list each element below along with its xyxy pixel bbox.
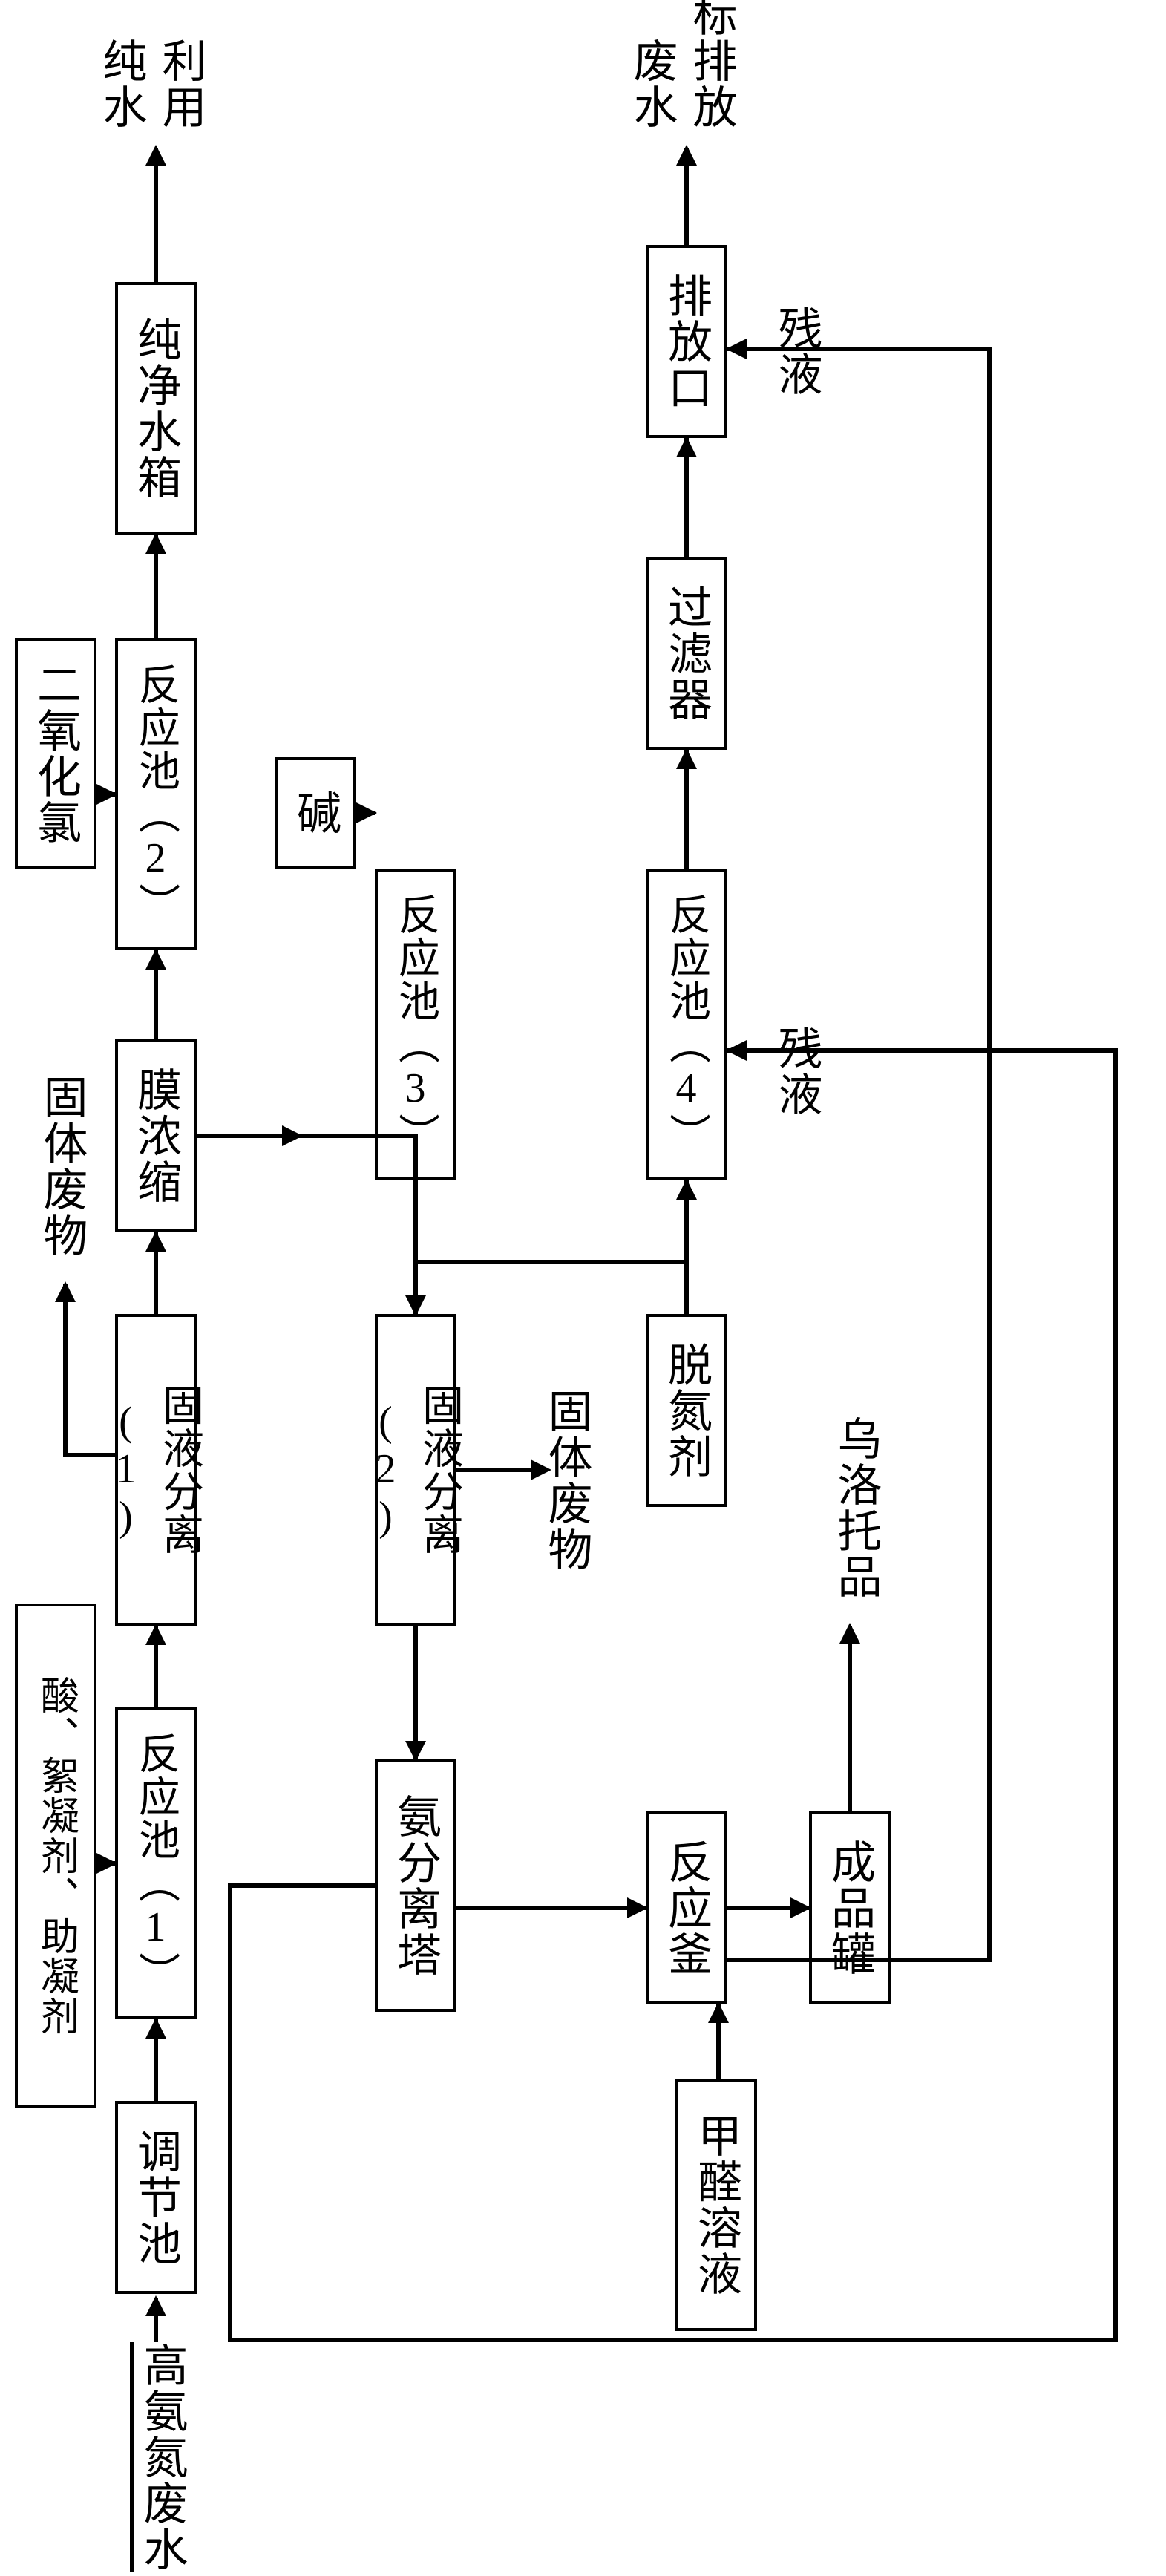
label: 反应釜: [655, 1839, 719, 1977]
node-ammonia-tower: 氨分离塔: [375, 1759, 456, 2012]
arrowhead-icon: [790, 1897, 811, 1918]
text-solid-waste-2: 固体废物: [534, 1388, 793, 1576]
arrow: [197, 1134, 418, 1138]
arrowhead-icon: [145, 1231, 166, 1252]
arrowhead-icon: [282, 1125, 303, 1146]
text-input-high-ammonia-wastewater: 高氨氮废水: [130, 2342, 453, 2576]
arrowhead-icon: [676, 1179, 697, 1200]
text-residual-2: 残液: [764, 305, 894, 401]
node-reaction-tank-2: 反应池（2）: [115, 638, 197, 950]
label: 利用: [148, 38, 213, 130]
arrowhead-icon: [627, 1897, 648, 1918]
arrowhead-icon: [726, 1040, 747, 1061]
arrowhead-icon: [531, 1459, 551, 1480]
arrow: [727, 1958, 992, 1962]
node-reaction-tank-4: 反应池（4）: [646, 869, 727, 1180]
label: 氨分离塔: [384, 1794, 448, 1978]
arrow: [228, 1883, 232, 2342]
arrow: [228, 1883, 375, 1888]
label: 碱: [284, 790, 348, 836]
label: 废水: [620, 38, 684, 130]
label: 反应池（3）: [386, 893, 446, 1156]
label: 纯水: [89, 38, 154, 130]
arrow: [987, 347, 992, 1962]
node-reaction-kettle: 反应釜: [646, 1811, 727, 2004]
arrow: [456, 1906, 646, 1910]
arrowhead-icon: [145, 533, 166, 554]
arrow: [727, 1048, 1118, 1053]
label: 达标排放: [679, 0, 744, 130]
arrow: [413, 1260, 689, 1264]
arrow: [684, 1180, 689, 1314]
node-alkali: 碱: [275, 757, 356, 869]
arrowhead-icon: [145, 949, 166, 970]
label: 残液: [764, 305, 829, 397]
arrowhead-icon: [145, 145, 166, 166]
node-adjust-tank: 调节池: [115, 2101, 197, 2294]
node-solid-liquid-sep-1: 固液分离(1): [115, 1314, 197, 1626]
arrow: [228, 2338, 1118, 2342]
node-reaction-tank-1: 反应池（1）: [115, 1707, 197, 2019]
arrowhead-icon: [55, 1281, 76, 1302]
label: 反应池（1）: [126, 1732, 186, 1995]
arrowhead-icon: [145, 1624, 166, 1645]
node-product-tank: 成品罐: [809, 1811, 891, 2004]
node-additive-1: 酸、絮凝剂、助凝剂: [15, 1604, 96, 2108]
label: 乌洛托品: [824, 1416, 888, 1600]
label: 残液: [764, 1025, 829, 1117]
node-formaldehyde: 甲醛溶液: [675, 2079, 757, 2331]
label: 固液分离(2): [362, 1317, 470, 1623]
arrowhead-icon: [676, 748, 697, 769]
arrowhead-icon: [145, 2018, 166, 2039]
label: 反应池（4）: [657, 893, 717, 1156]
arrow: [63, 1284, 68, 1457]
arrowhead-icon: [405, 1741, 426, 1762]
label: 固体废物: [30, 1074, 94, 1258]
arrowhead-icon: [676, 145, 697, 166]
arrow: [1113, 1048, 1118, 2342]
arrowhead-icon: [356, 802, 377, 823]
label: 反应池（2）: [126, 663, 186, 926]
label: 甲醛溶液: [684, 2113, 749, 2297]
label: 高氨氮废水: [130, 2342, 194, 2572]
text-reuse: 利用: [148, 38, 278, 134]
arrow: [848, 1626, 852, 1811]
arrowhead-icon: [708, 2002, 729, 2023]
text-standard-discharge: 达标排放: [679, 0, 937, 134]
label: 排放口: [655, 272, 719, 411]
arrowhead-icon: [96, 1853, 117, 1874]
arrowhead-icon: [726, 339, 747, 359]
node-solid-liquid-sep-2: 固液分离(2): [375, 1314, 456, 1626]
node-chlorine-dioxide: 二氧化氯: [15, 638, 96, 869]
label: 纯净水箱: [124, 316, 189, 500]
text-urotropin: 乌洛托品: [824, 1416, 1082, 1604]
arrow: [63, 1453, 115, 1457]
node-discharge-outlet: 排放口: [646, 245, 727, 438]
node-filter: 过滤器: [646, 557, 727, 750]
label: 调节池: [124, 2128, 189, 2266]
arrow: [413, 1260, 418, 1314]
arrowhead-icon: [96, 784, 117, 805]
label: 过滤器: [655, 584, 719, 722]
arrowhead-icon: [839, 1623, 860, 1644]
label: 二氧化氯: [24, 661, 88, 846]
arrow: [727, 347, 992, 351]
arrow: [154, 148, 158, 282]
label: 酸、絮凝剂、助凝剂: [28, 1676, 84, 2036]
label: 固液分离(1): [102, 1317, 210, 1623]
text-residual-1: 残液: [764, 1025, 894, 1121]
label: 固体废物: [534, 1388, 599, 1572]
arrowhead-icon: [676, 437, 697, 457]
arrow: [413, 1134, 418, 1184]
arrowhead-icon: [145, 2295, 166, 2316]
label: 成品罐: [818, 1839, 882, 1977]
arrow: [413, 1626, 418, 1759]
node-pure-water-tank: 纯净水箱: [115, 282, 197, 535]
